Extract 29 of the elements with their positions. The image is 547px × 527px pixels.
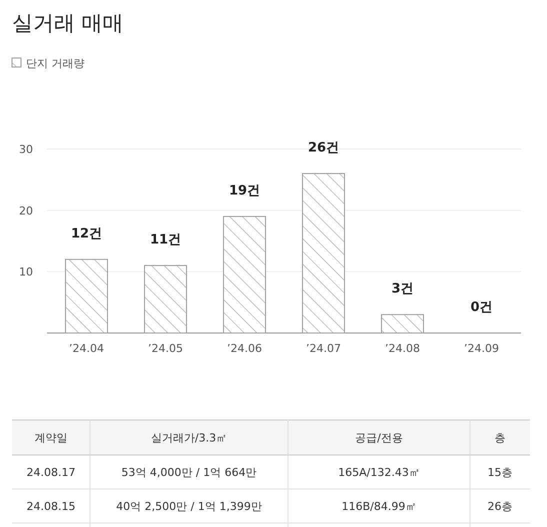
text: 24.08.17 — [26, 466, 76, 479]
legend-label: 단지 거래량 — [26, 57, 84, 70]
data-label: 3건 — [391, 282, 414, 297]
y-tick-label: 10 — [19, 266, 33, 279]
chart-title: 실거래 매매 — [12, 11, 124, 35]
data-label: 0건 — [470, 300, 493, 315]
text: 165A/132.43㎡ — [338, 466, 420, 479]
text: 53억 4,000만 / 1억 664만 — [121, 466, 257, 479]
category-label: 공급/전용 — [355, 432, 403, 444]
text: 26층 — [488, 500, 512, 513]
text: 40억 2,500만 / 1억 1,399만 — [116, 500, 262, 513]
text: 15층 — [488, 466, 512, 479]
data-label: 19건 — [228, 183, 260, 198]
data-label: 11건 — [150, 232, 182, 248]
x-tick-label: ’24.06 — [227, 342, 262, 355]
category-label: 층 — [494, 432, 506, 444]
y-tick-label: 30 — [19, 143, 33, 156]
x-tick-label: ’24.04 — [69, 342, 104, 355]
y-tick-label: 20 — [19, 204, 33, 218]
x-tick-label: ’24.05 — [148, 342, 183, 355]
x-tick-label: ’24.09 — [464, 342, 499, 355]
data-label: 26건 — [308, 140, 340, 156]
data-label: 12건 — [70, 226, 102, 242]
category-label: 계약일 — [34, 432, 68, 444]
x-tick-label: ’24.08 — [385, 342, 420, 355]
x-tick-label: ’24.07 — [306, 342, 341, 355]
category-label: 실거래가/3.3㎡ — [150, 432, 228, 444]
text: 116B/84.99㎡ — [342, 500, 416, 513]
text: 24.08.15 — [26, 500, 76, 513]
